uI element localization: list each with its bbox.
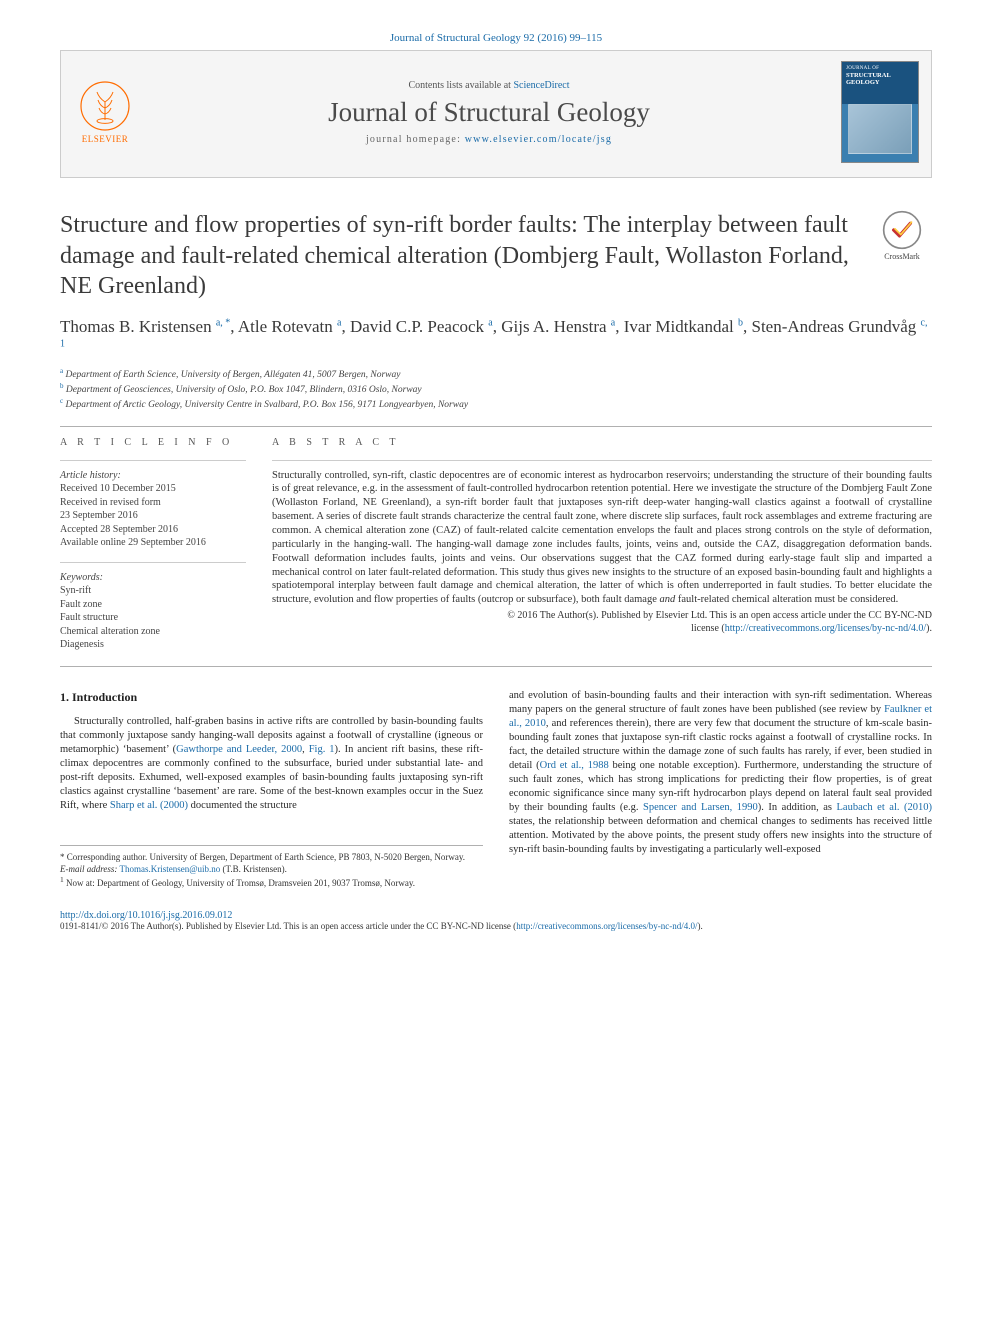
abstract-column: A B S T R A C T Structurally controlled,…	[272, 437, 932, 652]
body-column-left: 1. Introduction Structurally controlled,…	[60, 689, 483, 891]
article-title: Structure and flow properties of syn-rif…	[60, 210, 856, 302]
article-info-column: A R T I C L E I N F O Article history: R…	[60, 437, 246, 652]
cover-subtitle: JOURNAL OF	[846, 66, 914, 71]
affiliation-list: a Department of Earth Science, Universit…	[60, 367, 932, 412]
copyright-line-2a: license (	[691, 623, 725, 634]
homepage-link[interactable]: www.elsevier.com/locate/jsg	[465, 134, 612, 145]
article-history-block: Article history: Received 10 December 20…	[60, 469, 246, 550]
keyword-item: Syn-rift	[60, 584, 246, 598]
journal-cover-thumbnail[interactable]: JOURNAL OF STRUCTURAL GEOLOGY	[841, 61, 919, 163]
crossmark-badge[interactable]: CrossMark	[872, 210, 932, 270]
present-address-text: Now at: Department of Geology, Universit…	[64, 878, 415, 888]
citation-link[interactable]: Gawthorpe and Leeder, 2000	[176, 744, 302, 755]
corresponding-author: * Corresponding author. University of Be…	[60, 852, 483, 864]
intro-paragraph-1: Structurally controlled, half-graben bas…	[60, 715, 483, 813]
history-line: 23 September 2016	[60, 509, 246, 523]
email-who: (T.B. Kristensen).	[223, 864, 287, 874]
homepage-prefix: journal homepage:	[366, 134, 465, 145]
cover-image-placeholder	[848, 104, 912, 154]
copyright-line-2b: ).	[926, 623, 932, 634]
body-column-right: and evolution of basin-bounding faults a…	[509, 689, 932, 891]
article-info-head: A R T I C L E I N F O	[60, 437, 246, 448]
intro-text: states, the relationship between deforma…	[509, 816, 932, 855]
section-heading-intro: 1. Introduction	[60, 689, 483, 705]
citation-link[interactable]: Spencer and Larsen, 1990	[643, 802, 758, 813]
keywords-block: Keywords: Syn-riftFault zoneFault struct…	[60, 571, 246, 652]
history-line: Accepted 28 September 2016	[60, 523, 246, 537]
affiliation-item: c Department of Arctic Geology, Universi…	[60, 397, 932, 412]
citation-link[interactable]: Laubach et al. (2010)	[837, 802, 933, 813]
affiliation-item: b Department of Geosciences, University …	[60, 382, 932, 397]
author-email-link[interactable]: Thomas.Kristensen@uib.no	[120, 864, 221, 874]
elsevier-tree-icon	[79, 80, 131, 132]
pre-abstract-divider	[60, 426, 932, 427]
keyword-item: Fault zone	[60, 598, 246, 612]
history-line: Received 10 December 2015	[60, 482, 246, 496]
elsevier-logo[interactable]: ELSEVIER	[73, 73, 137, 151]
affiliation-item: a Department of Earth Science, Universit…	[60, 367, 932, 382]
banner-center: Contents lists available at ScienceDirec…	[137, 80, 841, 145]
abstract-ital: and	[660, 594, 676, 605]
keyword-item: Fault structure	[60, 611, 246, 625]
body-columns: 1. Introduction Structurally controlled,…	[60, 689, 932, 891]
citation-link[interactable]: Sharp et al. (2000)	[110, 800, 188, 811]
history-line: Received in revised form	[60, 496, 246, 510]
doi-link[interactable]: http://dx.doi.org/10.1016/j.jsg.2016.09.…	[60, 910, 932, 921]
abstract-body: Structurally controlled, syn-rift, clast…	[272, 469, 932, 608]
contents-prefix: Contents lists available at	[408, 80, 513, 91]
footer-license-link[interactable]: http://creativecommons.org/licenses/by-n…	[516, 921, 697, 931]
email-label: E-mail address:	[60, 864, 117, 874]
keyword-item: Chemical alteration zone	[60, 625, 246, 639]
cover-title: STRUCTURAL GEOLOGY	[846, 72, 914, 86]
elsevier-wordmark: ELSEVIER	[82, 134, 129, 144]
copyright-line-1: © 2016 The Author(s). Published by Elsev…	[272, 609, 932, 622]
journal-reference-line: Journal of Structural Geology 92 (2016) …	[60, 32, 932, 44]
intro-text: ). In addition, as	[758, 802, 837, 813]
abstract-text-b: fault-related chemical alteration must b…	[675, 594, 898, 605]
crossmark-icon	[882, 210, 922, 250]
history-line: Available online 29 September 2016	[60, 536, 246, 550]
intro-text: and evolution of basin-bounding faults a…	[509, 690, 932, 715]
issn-text-a: 0191-8141/© 2016 The Author(s). Publishe…	[60, 921, 516, 931]
journal-homepage-line: journal homepage: www.elsevier.com/locat…	[366, 134, 612, 145]
abstract-copyright: © 2016 The Author(s). Published by Elsev…	[272, 609, 932, 635]
abstract-divider	[272, 460, 932, 461]
issn-text-b: ).	[697, 921, 702, 931]
author-list: Thomas B. Kristensen a, *, Atle Rotevatn…	[60, 316, 932, 359]
journal-banner: ELSEVIER Contents lists available at Sci…	[60, 50, 932, 178]
intro-text: ,	[302, 744, 309, 755]
journal-title: Journal of Structural Geology	[328, 97, 650, 128]
issn-copyright-line: 0191-8141/© 2016 The Author(s). Publishe…	[60, 921, 932, 933]
abstract-head: A B S T R A C T	[272, 437, 932, 448]
crossmark-label: CrossMark	[884, 252, 920, 261]
sciencedirect-link[interactable]: ScienceDirect	[513, 80, 569, 91]
contents-available-line: Contents lists available at ScienceDirec…	[408, 80, 569, 91]
figure-link[interactable]: Fig. 1	[309, 744, 335, 755]
abstract-text-a: Structurally controlled, syn-rift, clast…	[272, 470, 932, 606]
present-address: 1 Now at: Department of Geology, Univers…	[60, 875, 483, 890]
keywords-label: Keywords:	[60, 571, 246, 585]
license-link[interactable]: http://creativecommons.org/licenses/by-n…	[725, 623, 926, 634]
info-divider-top	[60, 460, 246, 461]
keyword-item: Diagenesis	[60, 638, 246, 652]
info-divider-mid	[60, 562, 246, 563]
citation-link[interactable]: Ord et al., 1988	[540, 760, 609, 771]
post-abstract-divider	[60, 666, 932, 667]
footnotes: * Corresponding author. University of Be…	[60, 845, 483, 890]
email-line: E-mail address: Thomas.Kristensen@uib.no…	[60, 864, 483, 876]
intro-paragraph-1-cont: and evolution of basin-bounding faults a…	[509, 689, 932, 858]
article-history-label: Article history:	[60, 469, 246, 483]
intro-text: documented the structure	[188, 800, 297, 811]
